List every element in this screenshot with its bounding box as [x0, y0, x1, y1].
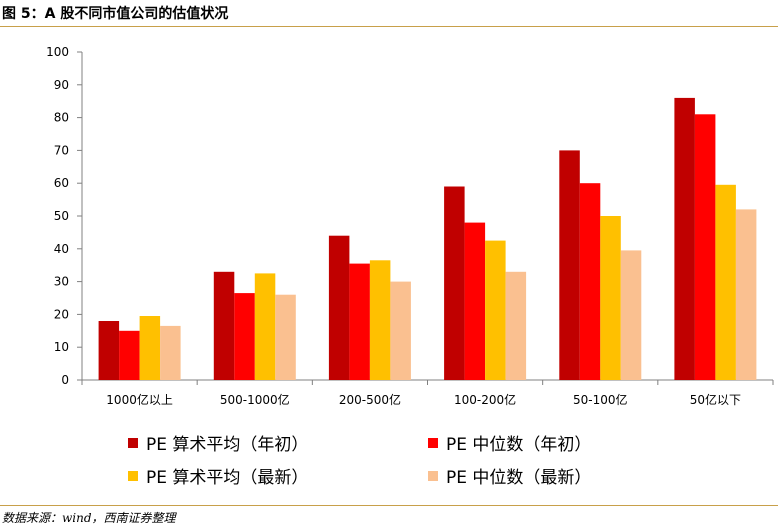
- bar-2-6: [694, 114, 716, 381]
- bar-4-5: [620, 250, 642, 380]
- x-tick-label: 50-100亿: [573, 392, 628, 407]
- y-tick-label: 60: [54, 176, 69, 190]
- bar-4-3: [390, 281, 411, 380]
- y-tick-label: 40: [54, 242, 69, 256]
- bar-4-6: [735, 209, 757, 380]
- bar-2-3: [349, 263, 370, 380]
- x-tick-label: 1000亿以上: [106, 392, 173, 407]
- x-tick-label: 500-1000亿: [220, 392, 290, 407]
- bottom-rule: [0, 505, 778, 506]
- bars-group: [98, 97, 757, 381]
- x-tick-label: 50亿以下: [690, 392, 741, 407]
- y-tick-label: 10: [54, 340, 69, 354]
- source-note: 数据来源：wind，西南证券整理: [2, 511, 176, 525]
- bar-3-1: [139, 316, 161, 380]
- top-rule: [0, 26, 778, 27]
- y-tick-label: 50: [54, 209, 69, 223]
- bar-3-2: [254, 273, 276, 380]
- bar-3-5: [600, 216, 621, 380]
- x-axis: 1000亿以上 500-1000亿 200-500亿 100-200亿 50-100亿 5…: [81, 379, 774, 407]
- bar-3-6: [715, 184, 736, 380]
- bar-3-3: [369, 260, 391, 380]
- bar-1-4: [444, 186, 465, 380]
- bar-1-5: [559, 150, 580, 380]
- x-tick-label: 100-200亿: [454, 392, 516, 407]
- x-tick-label: 200-500亿: [339, 392, 401, 407]
- bar-4-4: [505, 271, 527, 380]
- bar-2-5: [579, 183, 601, 380]
- bar-2-4: [464, 222, 486, 380]
- bar-4-1: [160, 325, 181, 380]
- bar-2-1: [119, 330, 140, 380]
- y-tick-label: 100: [46, 45, 69, 59]
- y-tick-label: 20: [54, 307, 69, 321]
- bar-2-2: [234, 293, 255, 380]
- bar-1-6: [674, 97, 695, 381]
- y-axis: 0 10 20 30 40 50 60 70 80 90 100: [46, 45, 83, 387]
- bar-3-4: [485, 240, 506, 380]
- y-tick-label: 90: [54, 78, 69, 92]
- y-tick-label: 30: [54, 275, 69, 289]
- bar-1-2: [213, 271, 235, 380]
- y-tick-label: 70: [54, 143, 69, 157]
- bar-1-1: [98, 321, 120, 380]
- y-tick-label: 80: [54, 111, 69, 125]
- bar-4-2: [275, 294, 296, 380]
- figure-title: 图 5：A 股不同市值公司的估值状况: [2, 6, 229, 22]
- bar-1-3: [328, 235, 350, 380]
- y-tick-label: 0: [61, 373, 69, 387]
